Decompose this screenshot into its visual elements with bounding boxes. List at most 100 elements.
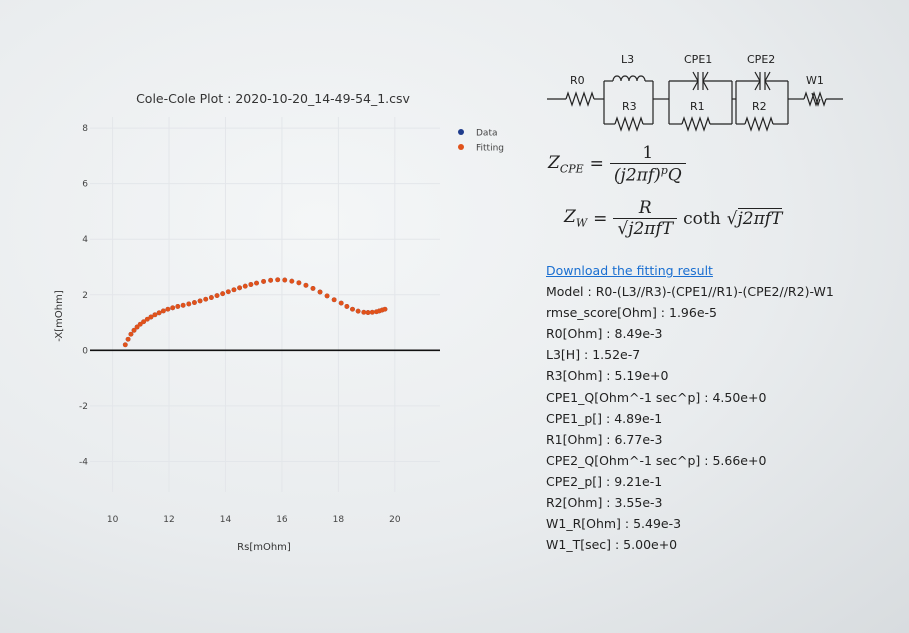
fitting-point[interactable]	[361, 309, 367, 315]
fitting-point[interactable]	[220, 291, 226, 297]
fitting-point[interactable]	[324, 293, 330, 299]
fitting-point[interactable]	[338, 300, 344, 306]
legend-data-marker	[458, 129, 464, 135]
result-rmse: rmse_score[Ohm] : 1.96e-5	[546, 305, 717, 321]
result-r0: R0[Ohm] : 8.49e-3	[546, 326, 663, 342]
fitting-point[interactable]	[197, 298, 203, 304]
circuit-label-r1: R1	[690, 100, 705, 113]
result-r3: R3[Ohm] : 5.19e+0	[546, 368, 669, 384]
fitting-point[interactable]	[141, 319, 147, 325]
fitting-point[interactable]	[122, 342, 128, 348]
fitting-point[interactable]	[192, 300, 197, 305]
circuit-label-l3: L3	[621, 53, 634, 66]
result-w1-t: W1_T[sec] : 5.00e+0	[546, 537, 678, 553]
download-fitting-result-link[interactable]: Download the fitting result	[546, 263, 713, 278]
zcpe-fraction: 1 (j2πf)pQ	[609, 143, 686, 186]
fitting-point[interactable]	[355, 308, 361, 314]
x-tick-label: 12	[163, 515, 174, 525]
fitting-point[interactable]	[237, 285, 242, 291]
legend-data-label: Data	[476, 129, 498, 139]
fitting-point[interactable]	[331, 297, 337, 303]
fitting-point[interactable]	[310, 285, 316, 291]
fitting-point[interactable]	[275, 277, 281, 283]
y-tick-label: 4	[82, 235, 88, 245]
fitting-point[interactable]	[282, 277, 288, 283]
x-tick-label: 16	[276, 515, 288, 525]
result-r2: R2[Ohm] : 3.55e-3	[546, 495, 663, 511]
fitting-point[interactable]	[296, 280, 302, 286]
fitting-point[interactable]	[242, 283, 248, 289]
y-tick-label: 8	[82, 124, 88, 134]
result-cpe2-q: CPE2_Q[Ohm^-1 sec^p] : 5.66e+0	[546, 452, 767, 468]
fitting-point[interactable]	[137, 321, 143, 327]
circuit-label-cpe1: CPE1	[684, 53, 712, 66]
chart-legend[interactable]: Data Fitting	[458, 129, 504, 154]
result-cpe2-p: CPE2_p[] : 9.21e-1	[546, 473, 663, 489]
zcpe-lhs: ZCPE	[548, 153, 584, 176]
cpe-impedance-equation: ZCPE = 1 (j2πf)pQ	[548, 143, 686, 186]
x-tick-label: 18	[333, 515, 345, 525]
fitting-point[interactable]	[203, 296, 209, 302]
chart-points[interactable]	[122, 277, 388, 348]
fitting-point[interactable]	[344, 304, 350, 309]
x-axis-label: Rs[mOhm]	[237, 542, 291, 553]
legend-fitting-label: Fitting	[476, 144, 504, 154]
fitting-point[interactable]	[180, 302, 186, 308]
result-l3: L3[H] : 1.52e-7	[546, 347, 641, 363]
fitting-point[interactable]	[254, 280, 259, 286]
circuit-label-cpe2: CPE2	[747, 53, 775, 66]
fitting-point[interactable]	[369, 309, 375, 315]
circuit-label-r0: R0	[570, 74, 585, 87]
fitting-point[interactable]	[248, 282, 254, 287]
fitting-point[interactable]	[156, 310, 162, 316]
chart-gridlines	[90, 117, 440, 492]
fitting-point[interactable]	[134, 324, 140, 330]
legend-fitting-marker	[458, 144, 464, 150]
fitting-point[interactable]	[128, 331, 134, 337]
fitting-point[interactable]	[268, 277, 274, 283]
fitting-point[interactable]	[289, 278, 295, 284]
chart-title: Cole-Cole Plot : 2020-10-20_14-49-54_1.c…	[136, 91, 410, 106]
zw-coth: coth	[683, 208, 721, 229]
equivalent-circuit-diagram: R0 L3 R3 CPE1 R1 CPE2 R2 W1	[547, 53, 843, 132]
y-tick-label: -4	[79, 457, 88, 467]
zw-sqrt: √j2πfT	[726, 207, 783, 229]
fitting-point[interactable]	[365, 310, 371, 315]
fitting-point[interactable]	[131, 327, 137, 333]
fitting-point[interactable]	[350, 306, 355, 312]
warburg-impedance-equation: ZW = R √j2πfT coth √j2πfT	[564, 198, 783, 239]
fitting-point[interactable]	[231, 287, 237, 293]
fitting-point[interactable]	[261, 279, 266, 284]
result-cpe1-q: CPE1_Q[Ohm^-1 sec^p] : 4.50e+0	[546, 389, 767, 405]
fitting-point[interactable]	[160, 308, 166, 314]
fitting-point[interactable]	[144, 316, 150, 322]
result-cpe1-p: CPE1_p[] : 4.89e-1	[546, 410, 663, 426]
chart-axes: 10 12 14 16 18 20 -4 -2 0 2 4 6 8	[79, 124, 401, 525]
result-model: Model : R0-(L3//R3)-(CPE1//R1)-(CPE2//R2…	[546, 284, 834, 300]
fitting-point[interactable]	[303, 282, 309, 288]
result-w1-r: W1_R[Ohm] : 5.49e-3	[546, 516, 682, 532]
fitting-point[interactable]	[125, 336, 131, 342]
y-axis-label: -X[mOhm]	[54, 290, 65, 342]
fitting-point[interactable]	[165, 306, 171, 312]
fitting-point[interactable]	[170, 305, 176, 311]
fitting-point[interactable]	[186, 301, 192, 307]
fitting-point[interactable]	[214, 293, 220, 299]
fitting-point[interactable]	[208, 295, 214, 300]
fitting-point[interactable]	[152, 312, 158, 318]
fitting-point[interactable]	[317, 289, 323, 295]
fitting-results-panel: Download the fitting result Model : R0-(…	[546, 260, 834, 555]
cole-cole-chart[interactable]: Cole-Cole Plot : 2020-10-20_14-49-54_1.c…	[0, 0, 540, 633]
y-tick-label: -2	[79, 402, 88, 412]
circuit-label-w1: W1	[806, 74, 824, 87]
circuit-label-r3: R3	[622, 100, 637, 113]
fitting-point[interactable]	[148, 314, 154, 320]
fitting-point[interactable]	[225, 289, 231, 295]
fitting-point[interactable]	[382, 306, 388, 312]
result-r1: R1[Ohm] : 6.77e-3	[546, 431, 663, 447]
fitting-point[interactable]	[175, 304, 181, 309]
zw-fraction: R √j2πfT	[613, 198, 678, 239]
y-tick-label: 0	[82, 346, 88, 356]
x-tick-label: 10	[107, 515, 119, 525]
y-tick-label: 6	[82, 180, 88, 190]
